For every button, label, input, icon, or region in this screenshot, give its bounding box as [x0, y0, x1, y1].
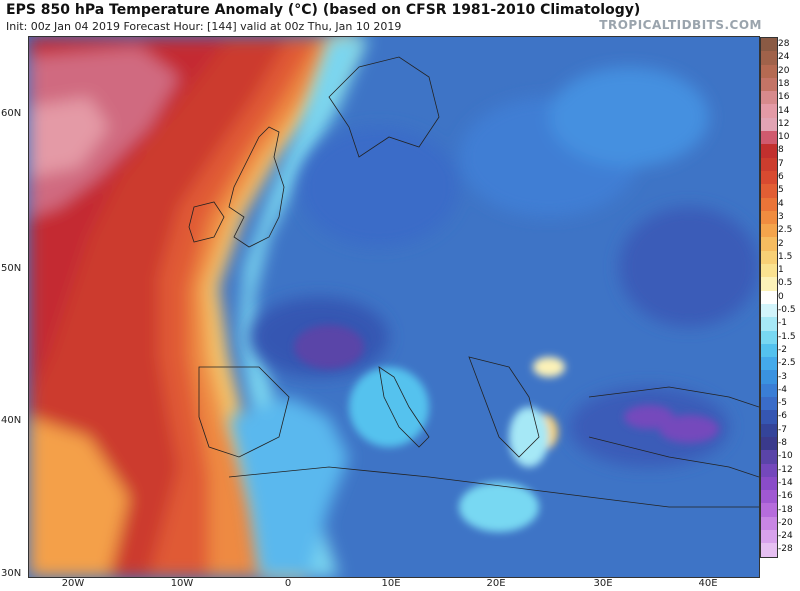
lon-label-20e: 20E — [486, 578, 506, 589]
colorbar-tick-label: -12 — [778, 464, 793, 475]
colorbar-swatch — [761, 343, 777, 358]
lon-label-20w: 20W — [61, 578, 85, 589]
colorbar-swatch — [761, 543, 777, 557]
colorbar-tick-label: 0.5 — [778, 278, 793, 289]
colorbar-tick-label: 5 — [778, 185, 784, 196]
colorbar-swatch — [761, 490, 777, 504]
colorbar-tick-label: 28 — [778, 39, 790, 49]
colorbar-tick-label: 16 — [778, 92, 790, 103]
colorbar-tick-label: 1 — [778, 265, 784, 276]
map-title: EPS 850 hPa Temperature Anomaly (°C) (ba… — [6, 2, 641, 18]
colorbar-tick-label: -14 — [778, 477, 793, 488]
colorbar-tick-label: 6 — [778, 172, 784, 182]
colorbar-tick-label: 24 — [778, 52, 790, 63]
colorbar-swatch — [761, 144, 777, 158]
colorbar-swatch — [761, 104, 777, 118]
colorbar-swatch — [761, 237, 777, 251]
colorbar-tick-label: 0 — [778, 291, 784, 302]
colorbar-swatch — [761, 64, 777, 78]
lat-label-60n: 60N — [1, 108, 22, 119]
colorbar-swatch — [761, 383, 777, 398]
colorbar — [760, 37, 778, 558]
colorbar-swatch — [761, 529, 777, 544]
colorbar-tick-label: 20 — [778, 65, 790, 76]
colorbar-tick-label: -10 — [778, 451, 793, 462]
colorbar-tick-label: 18 — [778, 78, 790, 89]
colorbar-swatch — [761, 184, 777, 198]
brand-watermark: TROPICALTIDBITS.COM — [599, 18, 762, 32]
lon-label-30e: 30E — [593, 578, 613, 589]
colorbar-tick-label: -2.5 — [778, 358, 796, 369]
colorbar-swatch — [761, 91, 777, 105]
colorbar-swatch — [761, 290, 777, 304]
colorbar-swatch — [761, 38, 777, 52]
colorbar-swatch — [761, 450, 777, 464]
colorbar-swatch — [761, 436, 777, 451]
colorbar-tick-label: -24 — [778, 531, 793, 542]
lat-label-30n: 30N — [1, 568, 22, 579]
colorbar-tick-label: -1.5 — [778, 331, 796, 342]
colorbar-swatch — [761, 410, 777, 424]
colorbar-tick-label: 1.5 — [778, 251, 793, 262]
colorbar-swatch — [761, 264, 777, 278]
lat-label-40n: 40N — [1, 415, 22, 426]
colorbar-swatch — [761, 463, 777, 477]
colorbar-tick-label: -6 — [778, 411, 787, 422]
colorbar-tick-label: -28 — [778, 544, 793, 555]
colorbar-swatch — [761, 317, 777, 331]
colorbar-swatch — [761, 117, 777, 132]
map-header: EPS 850 hPa Temperature Anomaly (°C) (ba… — [0, 0, 800, 36]
colorbar-tick-label: -8 — [778, 438, 787, 448]
lon-label-40e: 40E — [698, 578, 718, 589]
colorbar-swatch — [761, 224, 777, 238]
lat-label-50n: 50N — [1, 263, 22, 274]
colorbar-tick-label: -2 — [778, 344, 787, 355]
colorbar-tick-label: 8 — [778, 145, 784, 156]
colorbar-tick-label: 10 — [778, 132, 790, 143]
anomaly-map — [28, 36, 760, 578]
colorbar-tick-label: -0.5 — [778, 305, 796, 315]
forecast-info: Init: 00z Jan 04 2019 Forecast Hour: [14… — [6, 20, 402, 33]
colorbar-tick-label: -18 — [778, 504, 793, 515]
colorbar-tick-label: 12 — [778, 118, 790, 129]
colorbar-swatch — [761, 77, 777, 92]
colorbar-swatch — [761, 476, 777, 491]
colorbar-tick-label: -7 — [778, 424, 787, 435]
lon-label-10e: 10E — [381, 578, 401, 589]
colorbar-tick-label: 7 — [778, 158, 784, 169]
colorbar-swatch — [761, 51, 777, 65]
colorbar-swatch — [761, 370, 777, 384]
colorbar-swatch — [761, 357, 777, 371]
colorbar-swatch — [761, 516, 777, 530]
colorbar-swatch — [761, 210, 777, 225]
lon-label-10w: 10W — [170, 578, 194, 589]
colorbar-tick-label: -5 — [778, 398, 787, 409]
colorbar-swatch — [761, 170, 777, 185]
colorbar-tick-label: 14 — [778, 105, 790, 116]
colorbar-tick-label: -4 — [778, 384, 787, 395]
colorbar-tick-label: -16 — [778, 491, 793, 502]
colorbar-swatch — [761, 423, 777, 437]
colorbar-swatch — [761, 131, 777, 145]
colorbar-tick-label: -20 — [778, 517, 793, 528]
colorbar-tick-label: 2 — [778, 238, 784, 249]
lon-label-0: 0 — [284, 578, 292, 589]
colorbar-tick-label: 4 — [778, 198, 784, 209]
colorbar-swatch — [761, 503, 777, 517]
colorbar-swatch — [761, 397, 777, 411]
colorbar-tick-label: -1 — [778, 318, 787, 329]
colorbar-swatch — [761, 303, 777, 318]
anomaly-map-graphic — [29, 37, 759, 577]
colorbar-swatch — [761, 157, 777, 171]
colorbar-tick-label: 2.5 — [778, 225, 793, 236]
colorbar-swatch — [761, 250, 777, 265]
colorbar-tick-label: 3 — [778, 211, 784, 222]
colorbar-swatch — [761, 277, 777, 291]
colorbar-swatch — [761, 197, 777, 211]
colorbar-tick-label: -3 — [778, 371, 787, 382]
colorbar-swatch — [761, 330, 777, 344]
